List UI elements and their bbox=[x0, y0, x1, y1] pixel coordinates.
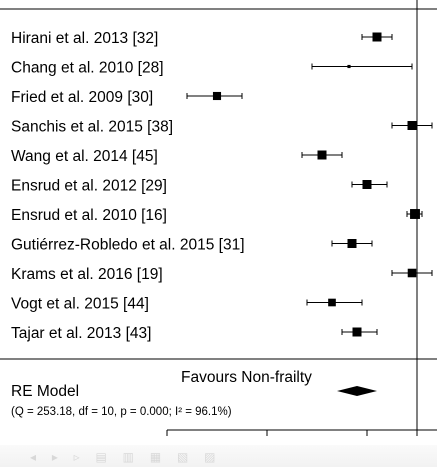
summary-label: RE Model bbox=[11, 383, 79, 400]
study-label: Fried et al. 2009 [30] bbox=[11, 89, 153, 106]
point-estimate bbox=[362, 180, 372, 189]
point-estimate bbox=[410, 209, 420, 219]
faint-toolbar bbox=[0, 445, 437, 467]
point-estimate bbox=[372, 32, 382, 42]
study-label: Ensrud et al. 2012 [29] bbox=[11, 178, 167, 195]
study-label: Vogt et al. 2015 [44] bbox=[11, 296, 149, 313]
point-estimate bbox=[347, 64, 351, 69]
favours-annotation: Favours Non-frailty bbox=[181, 369, 312, 386]
point-estimate bbox=[407, 268, 417, 278]
study-label: Ensrud et al. 2010 [16] bbox=[11, 207, 167, 224]
point-estimate bbox=[347, 239, 357, 248]
study-label: Chang et al. 2010 [28] bbox=[11, 60, 164, 77]
study-label: Krams et al. 2016 [19] bbox=[11, 266, 163, 283]
study-label: Sanchis et al. 2015 [38] bbox=[11, 119, 173, 136]
summary-diamond bbox=[337, 386, 377, 396]
study-label: Tajar et al. 2013 [43] bbox=[11, 325, 151, 342]
study-label: Wang et al. 2014 [45] bbox=[11, 148, 158, 165]
point-estimate bbox=[328, 298, 336, 307]
summary-stats: (Q = 253.18, df = 10, p = 0.000; I² = 96… bbox=[11, 406, 232, 418]
point-estimate bbox=[317, 150, 327, 160]
point-estimate bbox=[212, 91, 222, 101]
faint-toolbar-icons: ◂ ▸ ▹ ▤ ▥ ▦ ▧ ▨ bbox=[30, 450, 222, 464]
point-estimate bbox=[352, 327, 362, 337]
point-estimate bbox=[407, 121, 417, 130]
study-label: Hirani et al. 2013 [32] bbox=[11, 30, 158, 47]
study-label: Gutiérrez-Robledo et al. 2015 [31] bbox=[11, 237, 245, 254]
